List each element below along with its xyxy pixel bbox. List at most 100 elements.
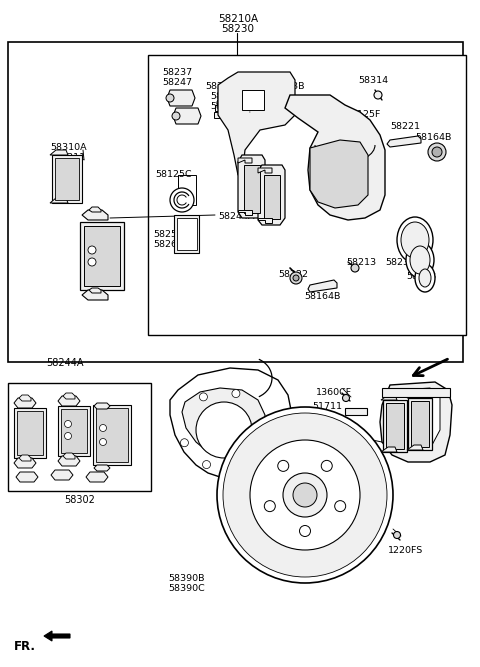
Text: 58222B: 58222B bbox=[205, 82, 241, 91]
Polygon shape bbox=[258, 165, 285, 225]
Text: 51711: 51711 bbox=[312, 402, 342, 411]
Bar bbox=[8, 383, 151, 491]
Circle shape bbox=[219, 101, 225, 105]
Text: 58235: 58235 bbox=[210, 92, 240, 101]
Polygon shape bbox=[381, 447, 397, 452]
Circle shape bbox=[432, 147, 442, 157]
Text: 58314: 58314 bbox=[358, 76, 388, 85]
Circle shape bbox=[99, 438, 107, 446]
Bar bbox=[408, 398, 432, 450]
Polygon shape bbox=[173, 108, 201, 124]
Polygon shape bbox=[308, 280, 337, 292]
Bar bbox=[61, 409, 87, 453]
Bar bbox=[93, 405, 131, 465]
Bar bbox=[264, 175, 280, 219]
Bar bbox=[17, 411, 43, 455]
Ellipse shape bbox=[401, 222, 429, 258]
Polygon shape bbox=[82, 210, 108, 220]
Polygon shape bbox=[387, 136, 421, 147]
Polygon shape bbox=[182, 388, 265, 456]
Bar bbox=[244, 165, 260, 213]
Circle shape bbox=[199, 393, 207, 401]
Bar bbox=[215, 105, 229, 111]
Polygon shape bbox=[89, 288, 101, 293]
Circle shape bbox=[232, 390, 240, 398]
Text: 58210A: 58210A bbox=[218, 14, 258, 24]
Polygon shape bbox=[16, 472, 38, 482]
Bar bbox=[411, 401, 429, 447]
Text: 58164B: 58164B bbox=[304, 292, 340, 301]
Bar bbox=[148, 55, 466, 335]
Bar bbox=[177, 218, 197, 250]
Polygon shape bbox=[310, 140, 368, 208]
Text: 58310A: 58310A bbox=[50, 143, 86, 152]
Circle shape bbox=[428, 143, 446, 161]
Ellipse shape bbox=[419, 269, 431, 287]
Polygon shape bbox=[44, 631, 70, 641]
Bar bbox=[52, 155, 82, 203]
Polygon shape bbox=[407, 445, 423, 450]
Circle shape bbox=[293, 275, 299, 281]
Bar bbox=[14, 408, 46, 458]
Ellipse shape bbox=[410, 246, 430, 274]
Circle shape bbox=[99, 424, 107, 432]
Polygon shape bbox=[50, 150, 68, 155]
Bar bbox=[84, 226, 120, 286]
Text: 1220FS: 1220FS bbox=[388, 546, 423, 555]
Bar bbox=[386, 403, 404, 449]
Circle shape bbox=[290, 272, 302, 284]
Text: 58244A: 58244A bbox=[46, 358, 84, 368]
Circle shape bbox=[343, 394, 349, 402]
Polygon shape bbox=[285, 95, 385, 220]
Text: 58390B: 58390B bbox=[168, 574, 204, 583]
Bar bbox=[8, 42, 463, 362]
Circle shape bbox=[64, 420, 72, 428]
Bar bbox=[242, 90, 264, 110]
Bar bbox=[178, 175, 196, 205]
Circle shape bbox=[394, 532, 400, 538]
Polygon shape bbox=[89, 207, 101, 212]
Circle shape bbox=[321, 460, 332, 472]
Text: 58236A: 58236A bbox=[210, 102, 247, 111]
Polygon shape bbox=[94, 403, 110, 409]
Circle shape bbox=[300, 526, 311, 536]
Ellipse shape bbox=[406, 242, 434, 278]
Circle shape bbox=[203, 460, 211, 468]
Text: 58411D: 58411D bbox=[285, 428, 322, 437]
Circle shape bbox=[64, 432, 72, 440]
Ellipse shape bbox=[415, 264, 435, 292]
Ellipse shape bbox=[250, 440, 360, 550]
Text: 58302: 58302 bbox=[65, 495, 96, 505]
Text: 58221: 58221 bbox=[390, 122, 420, 131]
Polygon shape bbox=[19, 395, 31, 401]
Text: 58233: 58233 bbox=[406, 272, 436, 281]
Polygon shape bbox=[86, 472, 108, 482]
Polygon shape bbox=[19, 455, 31, 461]
Ellipse shape bbox=[283, 473, 327, 517]
Circle shape bbox=[172, 112, 180, 120]
Ellipse shape bbox=[397, 217, 433, 263]
Circle shape bbox=[278, 460, 289, 472]
Text: 58164B: 58164B bbox=[415, 133, 451, 142]
Polygon shape bbox=[14, 398, 36, 408]
Circle shape bbox=[257, 444, 265, 452]
Circle shape bbox=[335, 501, 346, 512]
Polygon shape bbox=[82, 290, 108, 300]
Text: 58222: 58222 bbox=[278, 270, 308, 279]
Polygon shape bbox=[14, 458, 36, 468]
Text: 58254B: 58254B bbox=[153, 230, 190, 239]
Polygon shape bbox=[167, 90, 195, 106]
Text: FR.: FR. bbox=[14, 640, 36, 653]
Circle shape bbox=[88, 246, 96, 254]
Text: 58125F: 58125F bbox=[345, 110, 380, 119]
Polygon shape bbox=[380, 382, 452, 462]
Bar bbox=[96, 408, 128, 462]
Circle shape bbox=[217, 98, 227, 108]
Bar bbox=[174, 215, 199, 253]
Text: 58230: 58230 bbox=[221, 24, 254, 34]
Polygon shape bbox=[170, 368, 292, 478]
Text: 58237: 58237 bbox=[162, 68, 192, 77]
Text: 58232: 58232 bbox=[385, 258, 415, 267]
Circle shape bbox=[235, 462, 243, 470]
Text: 58264A: 58264A bbox=[153, 240, 190, 249]
